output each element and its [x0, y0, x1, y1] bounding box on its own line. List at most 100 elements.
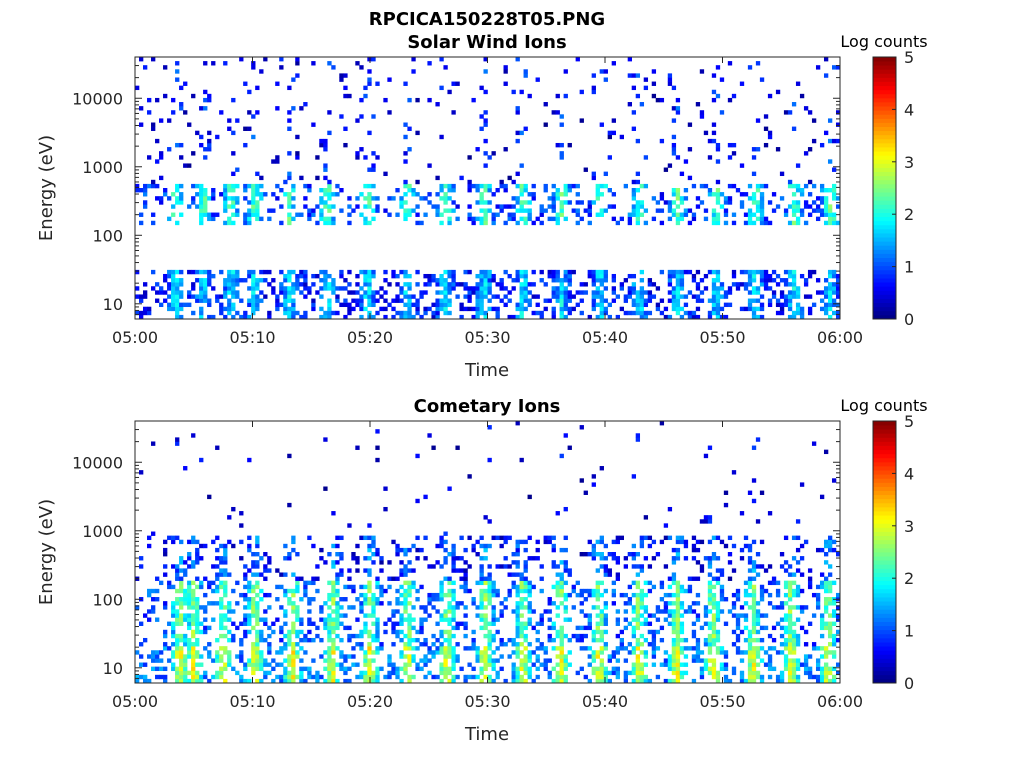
heatmap-cell [235, 670, 240, 676]
heatmap-cell [827, 212, 833, 217]
heatmap-cell [499, 637, 504, 643]
heatmap-cell [351, 552, 356, 557]
heatmap-cell [695, 539, 701, 545]
heatmap-cell [563, 597, 568, 602]
heatmap-cell [559, 584, 564, 590]
heatmap-cell [495, 188, 500, 193]
heatmap-cell [379, 666, 384, 672]
heatmap-cell [199, 290, 204, 295]
heatmap-cell [455, 294, 460, 299]
heatmap-cell [603, 568, 608, 573]
heatmap-cell [479, 666, 484, 672]
heatmap-cell [827, 188, 833, 193]
heatmap-cell [415, 662, 420, 667]
heatmap-cell [559, 547, 564, 553]
heatmap-cell [419, 220, 424, 226]
heatmap-cell [559, 298, 564, 303]
heatmap-cell [423, 273, 428, 279]
heatmap-cell [551, 286, 556, 291]
heatmap-cell [595, 552, 600, 557]
heatmap-cell [355, 155, 360, 160]
colorbar-swatch [873, 670, 896, 676]
heatmap-cell [331, 617, 336, 622]
heatmap-cell [527, 216, 532, 222]
heatmap-cell [223, 580, 228, 586]
heatmap-cell [139, 654, 144, 659]
heatmap-cell [679, 637, 685, 643]
heatmap-cell [515, 57, 520, 62]
heatmap-cell [423, 282, 428, 287]
heatmap-cell [175, 568, 180, 573]
heatmap-cell [551, 192, 556, 197]
heatmap-cell [795, 662, 801, 667]
heatmap-cell [719, 539, 725, 545]
heatmap-cell [763, 625, 769, 631]
heatmap-cell [399, 629, 404, 635]
heatmap-cell [835, 662, 841, 667]
heatmap-cell [595, 584, 600, 590]
heatmap-cell [683, 196, 689, 201]
heatmap-cell [591, 278, 596, 283]
heatmap-cell [147, 678, 152, 684]
heatmap-cell [359, 629, 364, 635]
heatmap-cell [463, 576, 468, 581]
heatmap-cell [439, 580, 444, 586]
heatmap-cell [563, 662, 568, 667]
heatmap-cell [711, 192, 717, 197]
heatmap-cell [419, 666, 424, 672]
heatmap-cell [531, 650, 536, 655]
heatmap-cell [543, 539, 548, 545]
heatmap-cell [271, 666, 276, 672]
heatmap-cell [139, 314, 144, 320]
heatmap-cell [671, 286, 677, 291]
heatmap-cell [255, 294, 260, 299]
heatmap-cell [643, 605, 649, 610]
heatmap-cell [611, 61, 616, 66]
heatmap-cell [423, 535, 428, 541]
heatmap-cell [835, 273, 841, 279]
heatmap-cell [511, 650, 516, 655]
heatmap-cell [519, 572, 524, 577]
heatmap-cell [327, 130, 332, 136]
heatmap-cell [659, 580, 665, 586]
heatmap-cell [811, 302, 817, 308]
heatmap-cell [439, 290, 444, 295]
heatmap-cell [175, 650, 180, 655]
heatmap-cell [507, 572, 512, 577]
heatmap-cell [619, 637, 624, 643]
heatmap-cell [483, 580, 488, 586]
heatmap-cell [243, 212, 248, 217]
heatmap-cell [371, 613, 376, 618]
heatmap-cell [267, 605, 272, 610]
heatmap-cell [483, 286, 488, 291]
heatmap-cell [687, 576, 693, 581]
heatmap-cell [383, 171, 388, 177]
heatmap-cell [407, 658, 412, 663]
heatmap-cell [415, 179, 420, 185]
heatmap-cell [511, 609, 516, 614]
heatmap-cell [695, 650, 701, 655]
heatmap-cell [327, 183, 332, 189]
heatmap-cell [367, 294, 372, 299]
heatmap-cell [139, 298, 144, 303]
heatmap-cell [283, 273, 288, 279]
heatmap-cell [295, 654, 300, 659]
heatmap-cell [423, 662, 428, 667]
heatmap-cell [675, 188, 681, 193]
heatmap-cell [259, 617, 264, 622]
heatmap-cell [771, 208, 777, 213]
heatmap-cell [407, 126, 412, 131]
heatmap-cell [359, 114, 364, 119]
heatmap-cell [603, 601, 608, 606]
heatmap-cell [835, 286, 841, 291]
heatmap-cell [747, 568, 753, 573]
heatmap-cell [287, 171, 292, 177]
heatmap-cell [539, 314, 544, 320]
heatmap-cell [191, 282, 196, 287]
heatmap-cell [363, 290, 368, 295]
heatmap-cell [683, 637, 689, 643]
heatmap-cell [451, 588, 456, 594]
heatmap-cell [367, 278, 372, 283]
heatmap-cell [691, 278, 697, 283]
